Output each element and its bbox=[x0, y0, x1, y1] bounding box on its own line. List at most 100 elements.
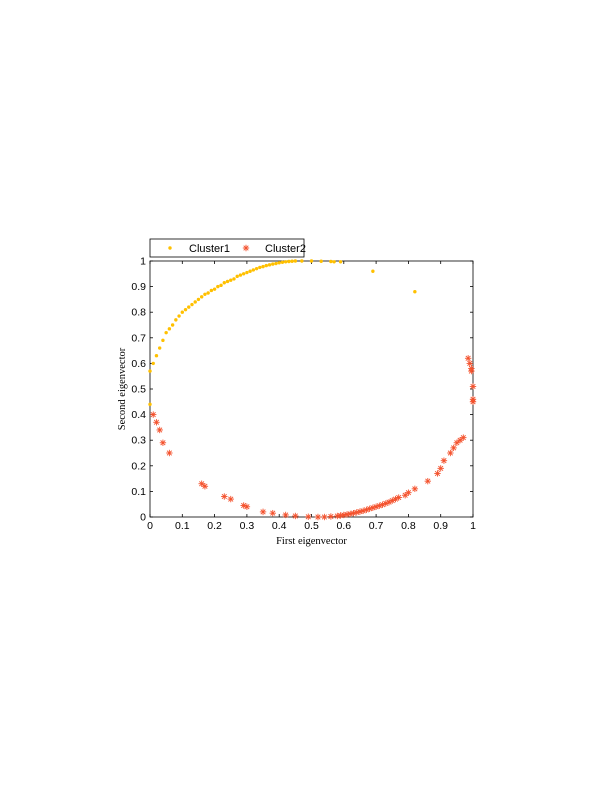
data-point-cluster1 bbox=[216, 284, 220, 289]
data-point-cluster1 bbox=[167, 327, 172, 331]
data-point-cluster1 bbox=[203, 292, 207, 296]
data-point-cluster1 bbox=[190, 302, 194, 307]
y-tick-label: 0.8 bbox=[131, 307, 146, 319]
data-point-cluster1 bbox=[174, 318, 178, 322]
legend-label-cluster1: Cluster1 bbox=[189, 243, 230, 255]
data-point-cluster2 bbox=[469, 383, 477, 390]
data-point-cluster1 bbox=[283, 260, 288, 264]
legend-marker-cluster2 bbox=[242, 244, 250, 252]
data-point-cluster1 bbox=[235, 274, 239, 279]
data-point-cluster1 bbox=[248, 269, 252, 273]
x-tick-label: 0.5 bbox=[304, 520, 319, 532]
data-point-cluster1 bbox=[219, 283, 223, 288]
data-point-cluster1 bbox=[212, 287, 217, 291]
data-point-cluster2 bbox=[411, 485, 419, 493]
data-point-cluster1 bbox=[258, 265, 262, 270]
data-point-cluster2 bbox=[424, 477, 431, 485]
data-point-cluster2 bbox=[282, 511, 289, 519]
data-point-cluster2 bbox=[434, 470, 441, 477]
y-tick-label: 0.9 bbox=[131, 281, 146, 293]
data-point-cluster2 bbox=[469, 398, 477, 405]
data-point-cluster2 bbox=[243, 503, 251, 510]
data-point-cluster2 bbox=[198, 480, 205, 487]
data-point-cluster1 bbox=[225, 279, 230, 284]
data-point-cluster2 bbox=[464, 355, 472, 362]
x-tick-label: 0 bbox=[147, 520, 153, 532]
data-point-cluster2 bbox=[450, 444, 457, 452]
data-point-cluster1 bbox=[319, 259, 323, 263]
data-point-cluster1 bbox=[170, 323, 175, 327]
data-point-cluster2 bbox=[159, 439, 167, 446]
data-point-cluster2 bbox=[166, 449, 173, 457]
data-point-cluster2 bbox=[153, 419, 160, 426]
data-point-cluster1 bbox=[413, 290, 417, 294]
data-point-cluster1 bbox=[187, 305, 191, 309]
data-point-cluster1 bbox=[254, 266, 259, 271]
y-tick-label: 1 bbox=[140, 256, 146, 268]
data-point-cluster1 bbox=[232, 277, 236, 281]
x-tick-label: 1 bbox=[470, 520, 476, 532]
data-point-cluster2 bbox=[156, 426, 163, 434]
data-point-cluster2 bbox=[221, 493, 228, 500]
data-point-cluster1 bbox=[280, 260, 285, 264]
data-point-cluster1 bbox=[332, 260, 336, 264]
x-axis: 0 0.1 0.2 0.3 0.4 0.5 0.6 0.7 0.8 0.9 1 bbox=[147, 261, 476, 532]
series-cluster1 bbox=[148, 259, 417, 407]
data-point-cluster2 bbox=[405, 489, 412, 496]
y-tick-label: 0 bbox=[140, 512, 146, 524]
x-tick-label: 0.4 bbox=[272, 520, 287, 532]
data-point-cluster1 bbox=[251, 268, 256, 272]
data-point-cluster1 bbox=[309, 259, 314, 263]
data-point-cluster1 bbox=[177, 314, 181, 318]
data-point-cluster2 bbox=[401, 492, 409, 499]
data-point-cluster2 bbox=[466, 360, 473, 367]
data-point-cluster1 bbox=[241, 272, 246, 276]
data-point-cluster2 bbox=[327, 513, 335, 520]
data-point-cluster1 bbox=[245, 270, 249, 275]
data-point-cluster2 bbox=[379, 501, 386, 508]
data-point-cluster1 bbox=[264, 263, 268, 268]
data-point-cluster2 bbox=[456, 437, 464, 444]
data-point-cluster2 bbox=[468, 367, 475, 375]
legend-box bbox=[149, 238, 305, 258]
legend-marker-symbol bbox=[168, 246, 172, 250]
y-tick-label: 0.5 bbox=[131, 384, 146, 396]
data-point-cluster2 bbox=[440, 457, 448, 464]
y-tick-label: 0.3 bbox=[131, 435, 146, 447]
y-tick-label: 0.7 bbox=[131, 332, 146, 344]
data-point-cluster1 bbox=[293, 259, 298, 263]
data-point-cluster1 bbox=[151, 361, 155, 366]
data-point-cluster2 bbox=[227, 495, 234, 503]
y-tick-label: 0.6 bbox=[131, 358, 146, 370]
data-point-cluster1 bbox=[148, 402, 152, 407]
data-point-cluster2 bbox=[314, 513, 322, 521]
data-point-cluster1 bbox=[238, 273, 243, 277]
data-point-cluster1 bbox=[274, 261, 278, 266]
y-tick-label: 0.2 bbox=[131, 460, 146, 472]
data-point-cluster2 bbox=[366, 505, 373, 513]
data-point-cluster1 bbox=[193, 300, 197, 304]
x-tick-label: 0.8 bbox=[401, 520, 416, 532]
data-point-cluster1 bbox=[287, 259, 291, 264]
data-point-cluster1 bbox=[371, 269, 375, 273]
x-tick-label: 0.9 bbox=[433, 520, 448, 532]
data-point-cluster1 bbox=[290, 259, 294, 263]
data-point-cluster1 bbox=[180, 310, 184, 314]
data-point-cluster1 bbox=[154, 354, 159, 358]
data-point-cluster1 bbox=[199, 295, 204, 299]
data-point-cluster2 bbox=[447, 449, 454, 457]
data-point-cluster2 bbox=[460, 434, 467, 441]
y-axis-label: Second eigenvector bbox=[117, 347, 128, 430]
data-point-cluster1 bbox=[229, 278, 233, 282]
series-cluster2 bbox=[150, 355, 477, 521]
data-point-cluster1 bbox=[271, 262, 275, 266]
data-point-cluster2 bbox=[359, 507, 367, 515]
data-point-cluster2 bbox=[437, 465, 444, 472]
x-tick-label: 0.2 bbox=[207, 520, 222, 532]
data-point-cluster1 bbox=[329, 259, 333, 264]
data-point-cluster1 bbox=[206, 291, 210, 295]
x-axis-label: First eigenvector bbox=[276, 536, 347, 547]
data-point-cluster2 bbox=[321, 513, 328, 521]
data-point-cluster1 bbox=[148, 369, 152, 373]
